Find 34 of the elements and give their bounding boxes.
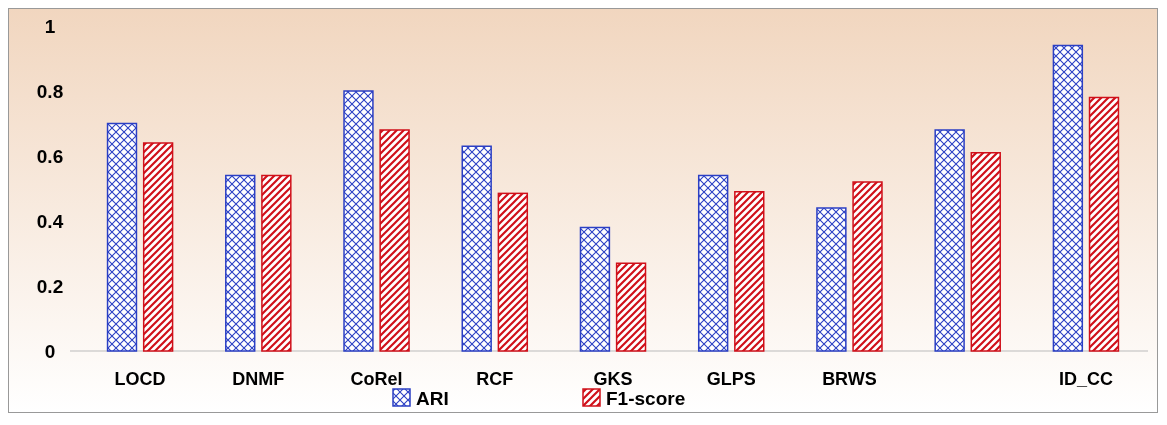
bar: [579, 226, 611, 352]
x-tick-label: ID_CC: [1058, 369, 1113, 389]
y-tick-label: 0.6: [36, 145, 64, 167]
bar: [934, 129, 965, 352]
bar: [225, 174, 256, 352]
bar: [852, 181, 883, 352]
bar: [142, 142, 174, 352]
bar: [379, 129, 410, 352]
bar: [497, 192, 529, 352]
bar: [970, 152, 1001, 352]
x-tick-label: GLPS: [706, 369, 756, 389]
bar: [261, 174, 292, 352]
x-tick-label: CoRel: [350, 369, 403, 389]
bar: [734, 191, 765, 352]
bar: [106, 122, 138, 352]
y-tick-label: 0.8: [36, 80, 64, 102]
bar: [343, 90, 374, 352]
x-tick-label: GKS: [593, 369, 633, 389]
x-tick-label: BRWS: [822, 369, 877, 389]
bar: [1052, 44, 1084, 352]
bar: [615, 262, 647, 352]
bar: [697, 174, 729, 352]
bar: [461, 145, 492, 352]
legend-label: F1-score: [606, 388, 686, 409]
x-tick-label: DNMF: [232, 369, 285, 389]
y-tick-label: 1: [44, 15, 56, 37]
y-tick-label: 0: [44, 340, 56, 362]
bar: [816, 207, 847, 352]
y-tick-label: 0.4: [36, 210, 64, 232]
y-tick-label: 0.2: [36, 275, 64, 297]
bar: [1088, 96, 1120, 352]
x-tick-label: LOCD: [114, 369, 166, 389]
x-tick-label: RCF: [476, 369, 514, 389]
legend-label: ARI: [416, 388, 449, 409]
